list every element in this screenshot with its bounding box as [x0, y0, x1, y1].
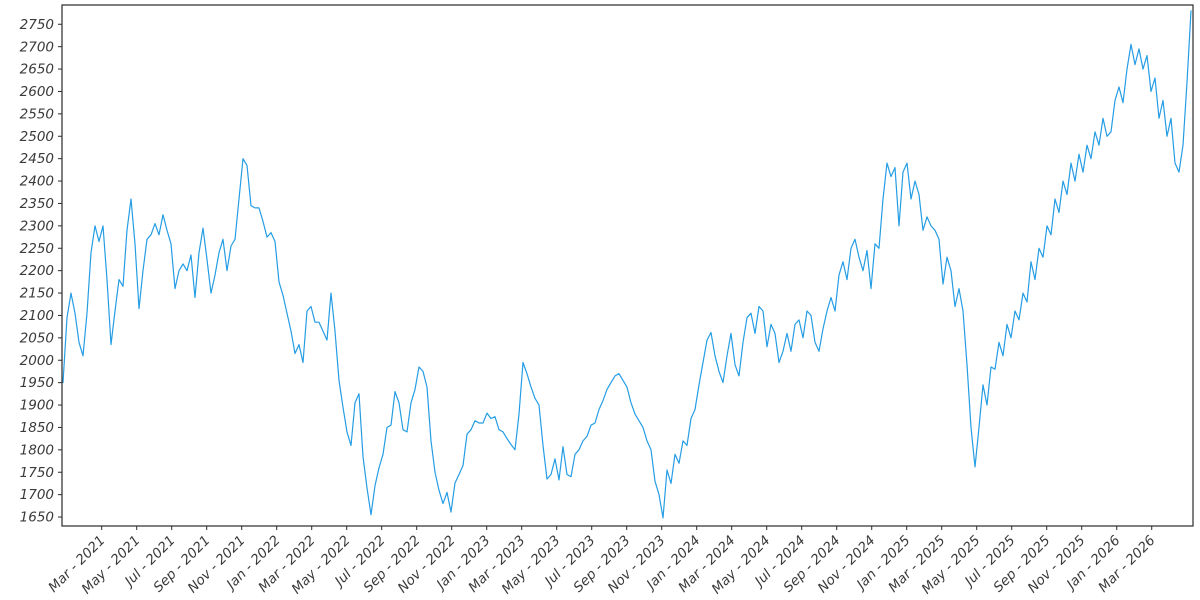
- y-tick-label: 2650: [20, 62, 54, 78]
- y-tick-label: 2250: [20, 241, 54, 257]
- series-line-value: [62, 10, 1192, 519]
- plot-border: [61, 4, 1194, 527]
- y-tick-label: 2150: [20, 286, 54, 302]
- y-tick-label: 1800: [20, 442, 54, 458]
- y-tick-label: 2600: [20, 84, 54, 100]
- y-tick-label: 2050: [20, 330, 54, 346]
- y-tick-label: 1950: [20, 375, 54, 391]
- y-tick-label: 2100: [20, 308, 54, 324]
- y-tick-label: 2300: [20, 218, 54, 234]
- y-tick-label: 2700: [20, 39, 54, 55]
- y-tick-label: 2750: [20, 17, 54, 33]
- y-tick-label: 2500: [20, 129, 54, 145]
- y-tick-label: 2000: [20, 353, 54, 369]
- y-tick-label: 1750: [20, 465, 54, 481]
- y-tick-label: 1700: [20, 487, 54, 503]
- y-tick-label: 2450: [20, 151, 54, 167]
- y-tick-label: 2200: [20, 263, 54, 279]
- y-tick-label: 2550: [20, 106, 54, 122]
- y-tick-label: 1650: [20, 510, 54, 526]
- y-tick-label: 1850: [20, 420, 54, 436]
- y-tick-label: 1900: [20, 398, 54, 414]
- y-tick-label: 2400: [20, 174, 54, 190]
- y-tick-label: 2350: [20, 196, 54, 212]
